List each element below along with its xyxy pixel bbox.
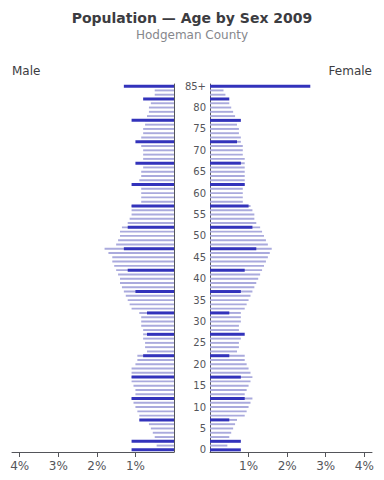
svg-text:65: 65 [193,166,206,177]
svg-text:15: 15 [193,380,206,391]
svg-text:35: 35 [193,295,206,306]
svg-text:1%: 1% [126,459,145,473]
svg-text:4%: 4% [10,459,29,473]
svg-text:Population — Age by Sex 2009: Population — Age by Sex 2009 [72,10,313,26]
svg-text:1%: 1% [239,459,258,473]
svg-text:Hodgeman County: Hodgeman County [136,28,248,42]
svg-text:4%: 4% [355,459,374,473]
svg-text:50: 50 [193,230,206,241]
svg-text:45: 45 [193,252,206,263]
svg-text:40: 40 [193,273,206,284]
svg-text:3%: 3% [49,459,68,473]
svg-text:5: 5 [200,423,206,434]
svg-text:2%: 2% [87,459,106,473]
svg-text:3%: 3% [316,459,335,473]
svg-text:2%: 2% [278,459,297,473]
svg-text:Male: Male [12,64,40,78]
svg-text:30: 30 [193,316,206,327]
svg-text:80: 80 [193,102,206,113]
svg-text:60: 60 [193,188,206,199]
svg-text:85+: 85+ [185,81,206,92]
svg-text:Female: Female [329,64,372,78]
svg-text:75: 75 [193,123,206,134]
svg-text:70: 70 [193,145,206,156]
svg-text:20: 20 [193,359,206,370]
svg-text:10: 10 [193,402,206,413]
svg-text:25: 25 [193,337,206,348]
svg-text:0: 0 [200,444,206,455]
svg-text:55: 55 [193,209,206,220]
